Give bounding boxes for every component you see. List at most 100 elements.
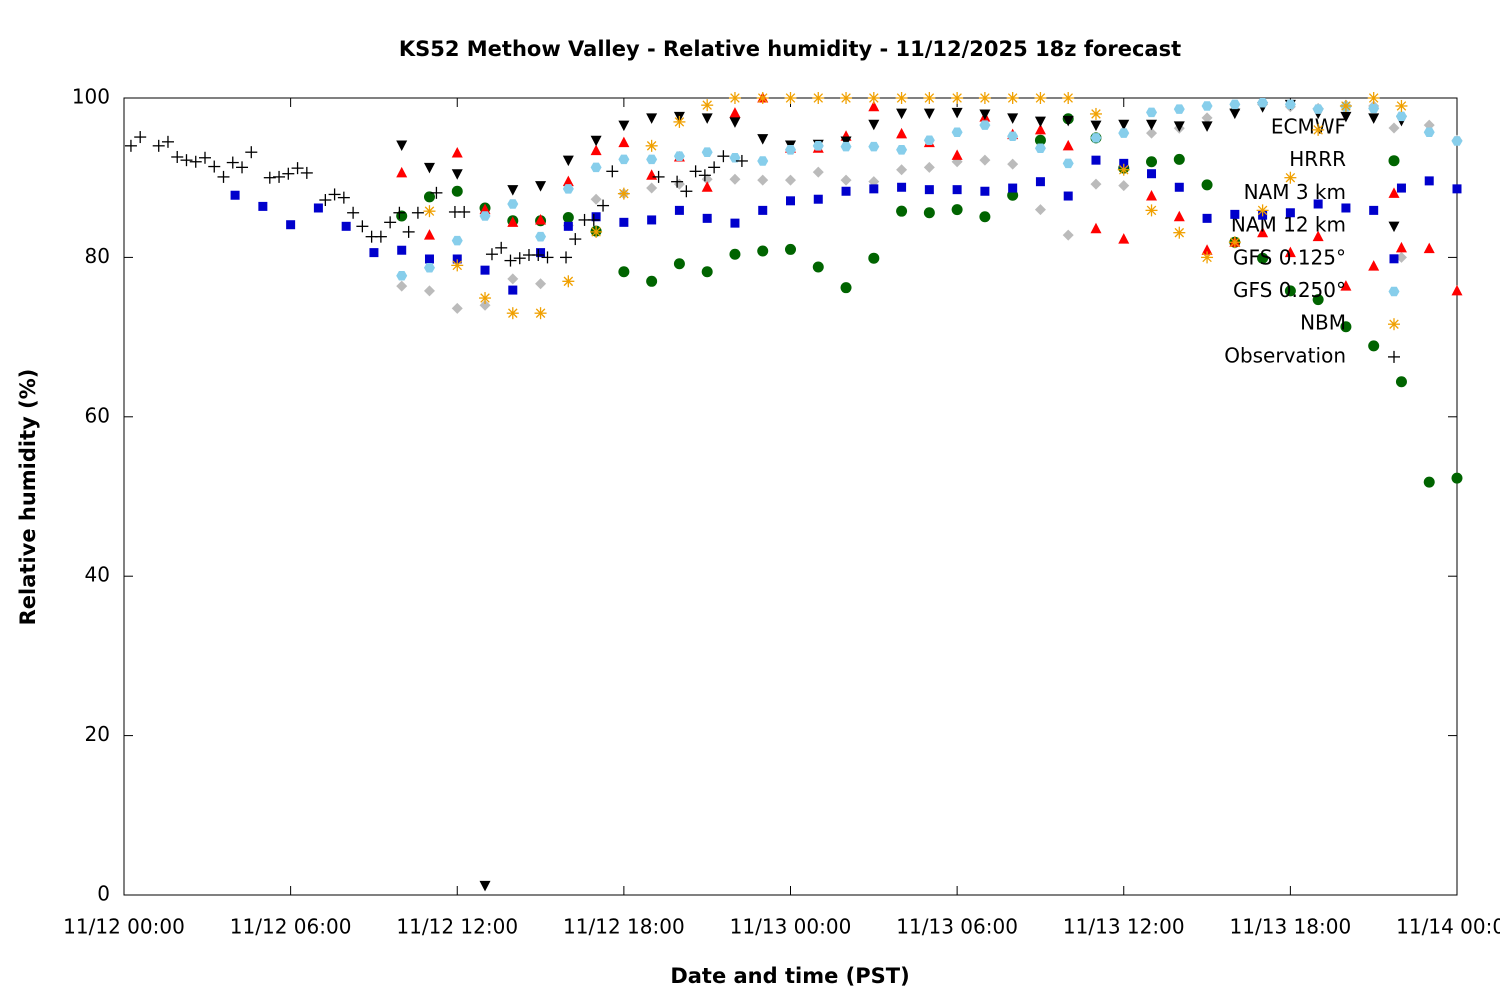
marker (319, 194, 332, 207)
marker (587, 213, 600, 226)
marker (535, 231, 547, 242)
marker (393, 206, 406, 219)
marker (1201, 101, 1213, 111)
marker (617, 187, 630, 200)
marker (786, 196, 795, 206)
marker (728, 92, 741, 104)
marker-stroke (1091, 109, 1101, 119)
marker (1201, 121, 1213, 132)
marker (701, 113, 713, 124)
marker (701, 181, 713, 192)
marker (1062, 92, 1075, 104)
marker (347, 206, 360, 219)
marker (618, 136, 630, 148)
marker (646, 182, 658, 194)
marker (369, 248, 379, 258)
marker (402, 225, 415, 238)
legend-marker (1388, 122, 1400, 134)
marker (785, 243, 796, 255)
marker (1090, 222, 1102, 234)
marker (423, 285, 435, 297)
marker-stroke (785, 93, 796, 103)
marker (1284, 99, 1296, 110)
marker-stroke (1202, 252, 1212, 263)
marker (1173, 153, 1185, 165)
marker (560, 251, 573, 264)
marker-stroke (924, 93, 935, 103)
legend-marker (1388, 221, 1400, 233)
marker (1395, 111, 1407, 122)
marker-stroke (1174, 227, 1185, 238)
marker (895, 92, 908, 104)
marker (217, 170, 230, 183)
marker (896, 205, 908, 217)
marker (757, 134, 769, 145)
marker (258, 201, 268, 211)
legend-label: NBM (1300, 311, 1346, 335)
marker (562, 175, 574, 187)
marker (411, 206, 424, 219)
marker (1452, 184, 1462, 194)
marker (1229, 99, 1241, 110)
marker (171, 150, 184, 163)
marker (840, 92, 853, 104)
marker (785, 145, 796, 155)
marker (673, 151, 685, 161)
marker (1313, 199, 1323, 209)
marker-stroke (674, 117, 685, 127)
marker (1395, 241, 1407, 253)
marker (979, 211, 991, 223)
marker (689, 165, 702, 178)
marker (479, 299, 491, 311)
marker (374, 230, 387, 243)
marker (729, 117, 741, 128)
marker (1174, 182, 1184, 192)
marker (1312, 294, 1324, 306)
marker (841, 186, 851, 196)
marker (479, 292, 492, 305)
marker-stroke (1313, 125, 1323, 135)
marker (1034, 92, 1047, 104)
legend-label: ECMWF (1271, 115, 1346, 139)
marker (226, 156, 239, 169)
marker (1369, 205, 1379, 215)
legend-label: GFS 0.250° (1233, 278, 1346, 302)
marker (701, 266, 713, 278)
marker (1312, 230, 1324, 242)
marker (1090, 133, 1102, 143)
marker (923, 108, 935, 120)
marker (1006, 92, 1019, 104)
marker (1284, 285, 1296, 297)
marker (840, 141, 852, 152)
marker (1062, 115, 1074, 127)
marker (1284, 171, 1297, 184)
marker (868, 252, 880, 264)
marker (508, 285, 518, 295)
legend-marker (1388, 318, 1400, 331)
marker (673, 178, 685, 190)
y-tick-label: 0 (97, 882, 110, 906)
y-tick-label: 100 (72, 85, 110, 109)
marker-stroke (591, 227, 601, 237)
marker (868, 141, 880, 152)
marker (979, 109, 991, 120)
x-tick-label: 11/12 18:00 (563, 915, 685, 939)
chart-title: KS52 Methow Valley - Relative humidity -… (399, 37, 1181, 61)
marker (708, 161, 721, 174)
marker (1312, 104, 1324, 114)
marker-stroke (1341, 101, 1351, 111)
marker-stroke (1035, 93, 1046, 103)
marker (1007, 113, 1019, 124)
marker (702, 213, 712, 223)
marker (1201, 112, 1213, 124)
marker (1062, 229, 1074, 241)
marker (923, 207, 935, 219)
marker (1312, 123, 1325, 136)
legend-marker (1389, 254, 1399, 264)
marker (541, 251, 554, 264)
marker (735, 154, 748, 167)
marker (1368, 103, 1380, 114)
marker (813, 194, 823, 204)
marker (313, 203, 323, 213)
marker (674, 205, 684, 215)
